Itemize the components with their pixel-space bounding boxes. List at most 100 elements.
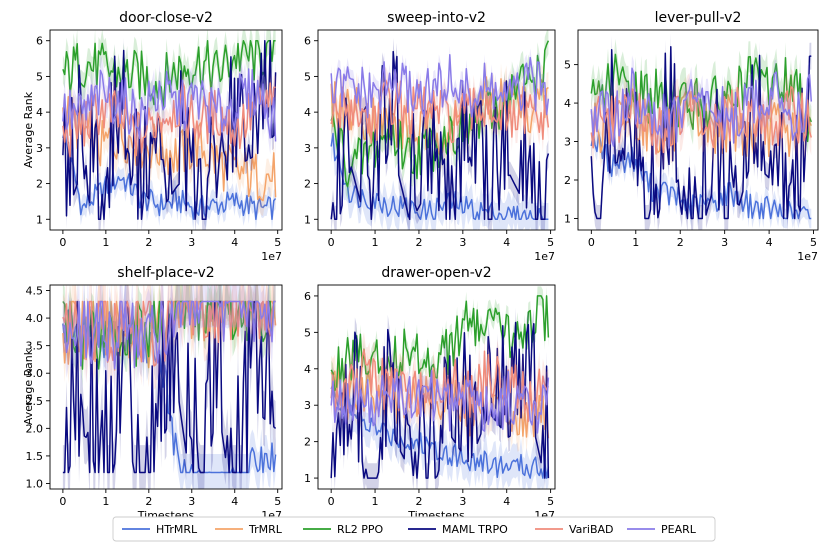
y-tick-label: 1 bbox=[564, 212, 571, 225]
x-tick-label: 0 bbox=[59, 495, 66, 508]
legend: HTrMRL TrMRL RL2 PPO MAML TRPO VariBAD PEARL bbox=[112, 516, 716, 542]
line-maml-trpo bbox=[330, 50, 550, 221]
y-tick-label: 2 bbox=[304, 178, 311, 191]
line-pearl bbox=[62, 300, 276, 370]
plot-frame bbox=[49, 284, 283, 490]
band-rl2-ppo bbox=[591, 38, 812, 157]
y-tick-label: 2 bbox=[36, 178, 43, 191]
subplot-title: drawer-open-v2 bbox=[381, 265, 491, 281]
legend-label-htrmrl: HTrMRL bbox=[156, 523, 198, 536]
y-tick-label: 2.0 bbox=[26, 422, 44, 435]
legend-label-trmrl: TrMRL bbox=[248, 523, 283, 536]
x-exponent-label: 1e7 bbox=[797, 250, 818, 263]
y-axis-label: Average Rank bbox=[22, 348, 35, 425]
y-tick-label: 5 bbox=[36, 70, 43, 83]
legend-label-rl2-ppo: RL2 PPO bbox=[337, 523, 384, 536]
x-tick-label: 2 bbox=[145, 236, 152, 249]
line-maml-trpo bbox=[62, 39, 277, 221]
y-tick-label: 4 bbox=[304, 363, 311, 376]
y-tick-label: 4.0 bbox=[26, 312, 44, 325]
x-tick-label: 3 bbox=[459, 236, 466, 249]
series-layer bbox=[330, 286, 550, 489]
x-tick-label: 4 bbox=[503, 236, 510, 249]
line-maml-trpo bbox=[62, 300, 277, 474]
line-htrmrl bbox=[590, 131, 812, 220]
x-tick-label: 3 bbox=[459, 495, 466, 508]
subplot-title: door-close-v2 bbox=[119, 10, 213, 26]
x-exponent-label: 1e7 bbox=[534, 250, 555, 263]
x-tick-label: 1 bbox=[102, 236, 109, 249]
x-tick-label: 1 bbox=[372, 495, 379, 508]
x-tick-label: 3 bbox=[188, 495, 195, 508]
y-tick-label: 6 bbox=[304, 290, 311, 303]
y-tick-label: 1.0 bbox=[26, 477, 44, 490]
series-layer bbox=[62, 30, 277, 230]
x-tick-label: 3 bbox=[721, 236, 728, 249]
legend-label-varibad: VariBAD bbox=[569, 523, 614, 536]
line-varibad bbox=[330, 79, 550, 144]
subplot-title: shelf-place-v2 bbox=[117, 265, 214, 281]
x-tick-label: 4 bbox=[231, 236, 238, 249]
y-tick-label: 5 bbox=[304, 326, 311, 339]
line-pearl bbox=[330, 370, 550, 434]
y-tick-label: 6 bbox=[304, 35, 311, 48]
x-tick-label: 0 bbox=[328, 236, 335, 249]
y-tick-label: 2 bbox=[304, 436, 311, 449]
x-tick-label: 2 bbox=[145, 495, 152, 508]
x-tick-label: 5 bbox=[810, 236, 817, 249]
y-tick-label: 5 bbox=[304, 70, 311, 83]
subplot-title: sweep-into-v2 bbox=[387, 10, 486, 26]
series-layer bbox=[590, 33, 813, 230]
y-tick-label: 1.5 bbox=[26, 450, 44, 463]
x-tick-label: 2 bbox=[677, 236, 684, 249]
y-tick-label: 1 bbox=[36, 213, 43, 226]
x-tick-label: 0 bbox=[328, 495, 335, 508]
y-tick-label: 6 bbox=[36, 35, 43, 48]
y-tick-label: 3.5 bbox=[26, 340, 44, 353]
band-pearl bbox=[331, 359, 549, 444]
legend-label-pearl: PEARL bbox=[661, 523, 697, 536]
x-tick-label: 4 bbox=[766, 236, 773, 249]
y-tick-label: 3 bbox=[304, 399, 311, 412]
x-tick-label: 2 bbox=[415, 236, 422, 249]
subplot-title: lever-pull-v2 bbox=[655, 10, 742, 26]
x-tick-label: 0 bbox=[588, 236, 595, 249]
x-tick-label: 4 bbox=[231, 495, 238, 508]
x-tick-label: 1 bbox=[372, 236, 379, 249]
x-tick-label: 5 bbox=[547, 236, 554, 249]
series-layer bbox=[330, 30, 550, 230]
x-tick-label: 1 bbox=[102, 495, 109, 508]
x-tick-label: 5 bbox=[547, 495, 554, 508]
band-varibad bbox=[331, 332, 549, 439]
y-tick-label: 3.0 bbox=[26, 367, 44, 380]
x-tick-label: 1 bbox=[632, 236, 639, 249]
y-tick-label: 4.5 bbox=[26, 285, 44, 298]
x-tick-label: 3 bbox=[188, 236, 195, 249]
y-tick-label: 1 bbox=[304, 472, 311, 485]
legend-label-maml-trpo: MAML TRPO bbox=[442, 523, 508, 536]
line-pearl bbox=[62, 68, 277, 142]
x-tick-label: 5 bbox=[274, 495, 281, 508]
x-tick-label: 4 bbox=[503, 495, 510, 508]
plot-frame bbox=[577, 29, 819, 231]
y-tick-label: 4 bbox=[564, 97, 571, 110]
y-tick-label: 3 bbox=[304, 142, 311, 155]
line-htrmrl bbox=[330, 132, 549, 221]
x-tick-label: 0 bbox=[59, 236, 66, 249]
plot-frame bbox=[317, 29, 556, 231]
line-maml-trpo bbox=[330, 321, 550, 479]
x-tick-label: 5 bbox=[274, 236, 281, 249]
y-tick-label: 2.5 bbox=[26, 395, 44, 408]
y-tick-label: 3 bbox=[564, 136, 571, 149]
plot-frame bbox=[317, 284, 556, 490]
series-layer bbox=[62, 285, 277, 489]
y-tick-label: 5 bbox=[564, 59, 571, 72]
y-tick-label: 2 bbox=[564, 174, 571, 187]
x-tick-label: 2 bbox=[415, 495, 422, 508]
line-varibad bbox=[590, 86, 813, 155]
